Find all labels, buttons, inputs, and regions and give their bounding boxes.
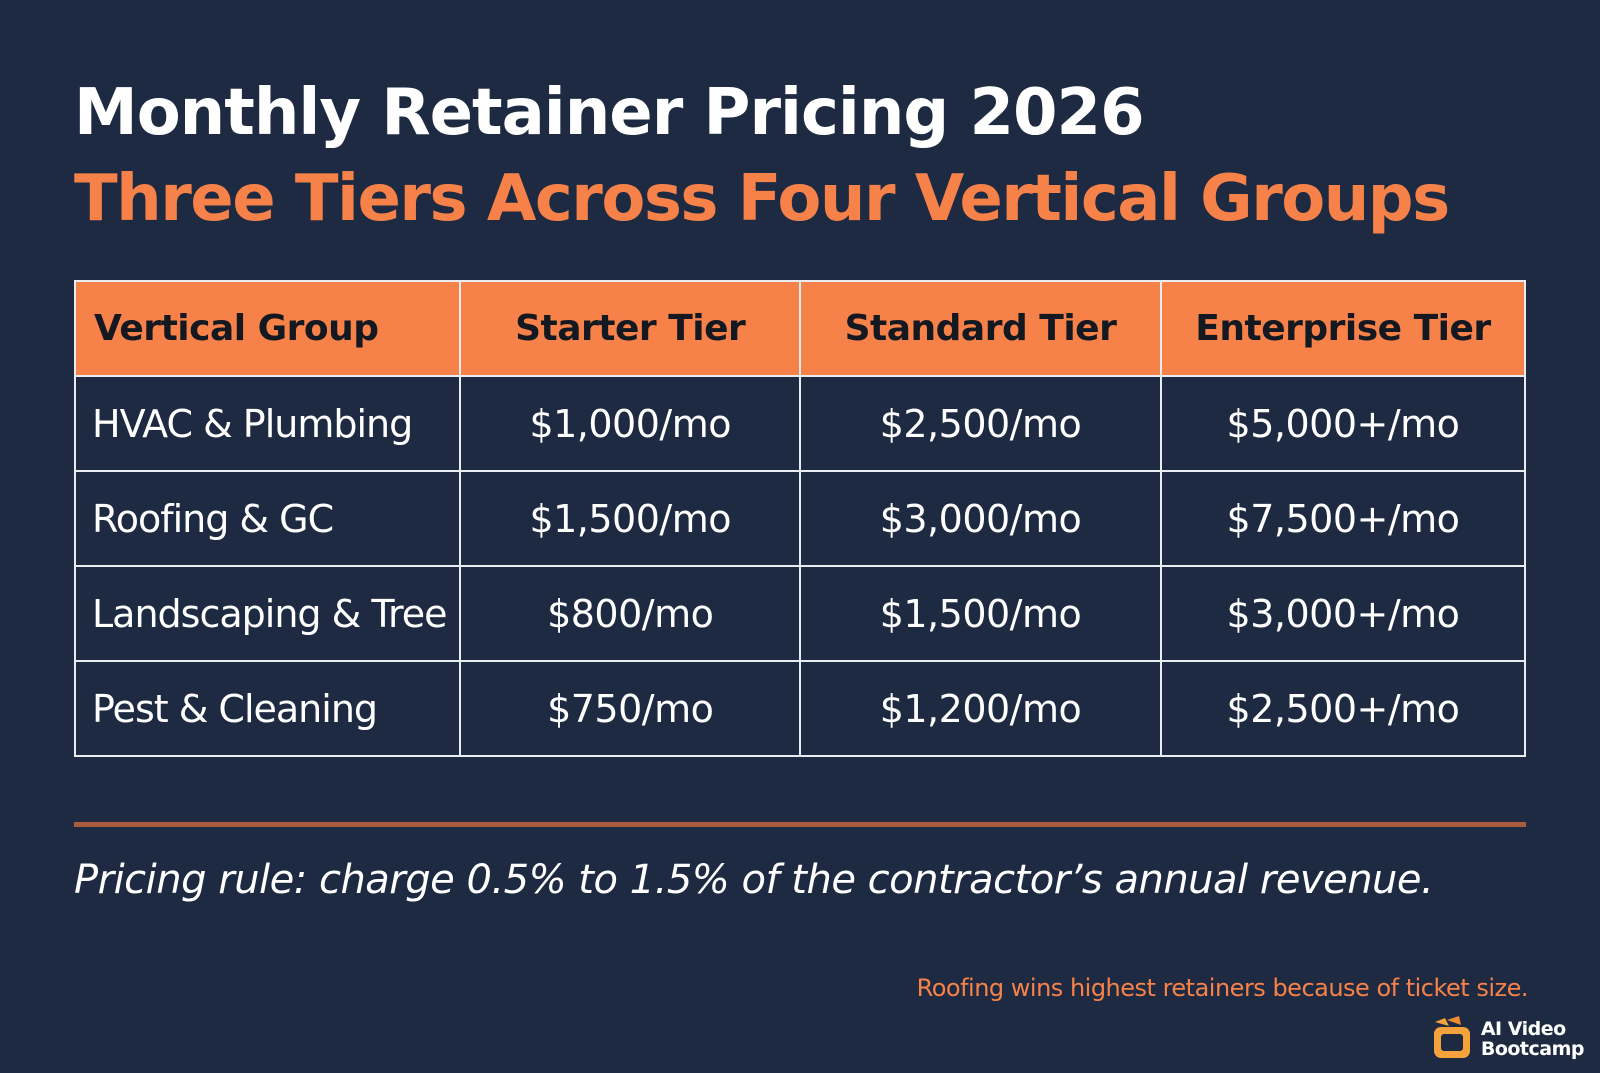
column-header-starter-tier: Starter Tier — [459, 280, 801, 377]
table-row: HVAC & Plumbing $1,000/mo $2,500/mo $5,0… — [73, 375, 1527, 472]
cell-starter-price: $800/mo — [459, 565, 801, 662]
cell-standard-price: $3,000/mo — [798, 470, 1162, 567]
play-screen-logo-icon — [1433, 1016, 1470, 1058]
page-title: Monthly Retainer Pricing 2026 — [74, 76, 1145, 150]
cell-standard-price: $1,500/mo — [798, 565, 1162, 662]
pricing-rule-text: Pricing rule: charge 0.5% to 1.5% of the… — [74, 857, 1434, 903]
table-header-row: Vertical Group Starter Tier Standard Tie… — [73, 280, 1527, 377]
cell-vertical-group: Roofing & GC — [73, 470, 462, 567]
cell-starter-price: $1,000/mo — [459, 375, 801, 472]
cell-enterprise-price: $2,500+/mo — [1159, 660, 1527, 757]
cell-starter-price: $750/mo — [459, 660, 801, 757]
cell-vertical-group: HVAC & Plumbing — [73, 375, 462, 472]
cell-starter-price: $1,500/mo — [459, 470, 801, 567]
table-row: Pest & Cleaning $750/mo $1,200/mo $2,500… — [73, 660, 1527, 757]
logo-line-1: AI Video — [1480, 1018, 1566, 1040]
cell-standard-price: $2,500/mo — [798, 375, 1162, 472]
cell-standard-price: $1,200/mo — [798, 660, 1162, 757]
column-header-enterprise-tier: Enterprise Tier — [1159, 280, 1527, 377]
logo-line-2: Bootcamp — [1480, 1038, 1585, 1060]
footnote-text: Roofing wins highest retainers because o… — [916, 974, 1529, 1002]
cell-enterprise-price: $3,000+/mo — [1159, 565, 1527, 662]
page-subtitle: Three Tiers Across Four Vertical Groups — [74, 162, 1450, 236]
cell-vertical-group: Landscaping & Tree — [73, 565, 462, 662]
section-divider — [74, 822, 1526, 827]
column-header-standard-tier: Standard Tier — [798, 280, 1162, 377]
pricing-table: Vertical Group Starter Tier Standard Tie… — [73, 280, 1527, 757]
cell-vertical-group: Pest & Cleaning — [73, 660, 462, 757]
table-row: Landscaping & Tree $800/mo $1,500/mo $3,… — [73, 565, 1527, 662]
cell-enterprise-price: $7,500+/mo — [1159, 470, 1527, 567]
brand-logo: AI Video Bootcamp — [1431, 1016, 1585, 1062]
cell-enterprise-price: $5,000+/mo — [1159, 375, 1527, 472]
table-row: Roofing & GC $1,500/mo $3,000/mo $7,500+… — [73, 470, 1527, 567]
column-header-vertical-group: Vertical Group — [73, 280, 462, 377]
